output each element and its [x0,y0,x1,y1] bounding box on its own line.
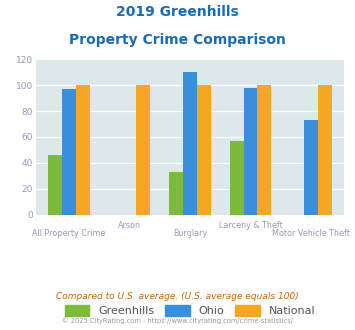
Bar [318,85,332,214]
Bar [244,88,257,214]
Legend: Greenhills, Ohio, National: Greenhills, Ohio, National [60,301,320,321]
Text: © 2025 CityRating.com - https://www.cityrating.com/crime-statistics/: © 2025 CityRating.com - https://www.city… [62,317,293,324]
Bar [48,155,62,214]
Text: Larceny & Theft: Larceny & Theft [219,221,282,230]
Text: 2019 Greenhills: 2019 Greenhills [116,5,239,19]
Bar [183,72,197,214]
Bar [62,89,76,214]
Text: Compared to U.S. average. (U.S. average equals 100): Compared to U.S. average. (U.S. average … [56,292,299,301]
Bar [197,85,211,214]
Text: All Property Crime: All Property Crime [32,229,105,238]
Bar [169,172,183,214]
Bar [304,120,318,214]
Text: Burglary: Burglary [173,229,207,238]
Bar [76,85,90,214]
Text: Property Crime Comparison: Property Crime Comparison [69,33,286,47]
Bar [136,85,150,214]
Text: Motor Vehicle Theft: Motor Vehicle Theft [272,229,350,238]
Bar [257,85,271,214]
Bar [230,141,244,214]
Text: Arson: Arson [118,221,141,230]
